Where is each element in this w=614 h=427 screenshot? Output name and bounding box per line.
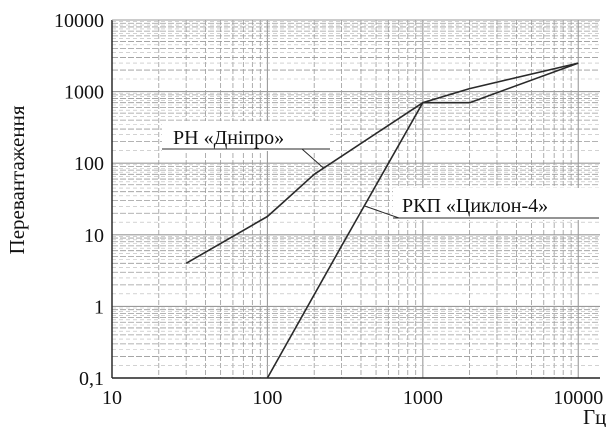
x-tick-label: 10000 xyxy=(553,387,603,409)
annotation-label: РКП «Циклон-4» xyxy=(402,195,548,217)
annotation-label-bg xyxy=(162,121,330,151)
x-axis-label: Гц xyxy=(583,405,606,427)
x-tick-label: 10 xyxy=(102,387,122,409)
series-line-1 xyxy=(185,62,579,264)
grid xyxy=(111,20,600,379)
x-tick-label: 1000 xyxy=(403,387,443,409)
series-lines xyxy=(185,62,579,379)
y-axis-label: Перевантаження xyxy=(5,105,29,254)
y-tick-label: 1 xyxy=(94,296,104,318)
axes xyxy=(111,19,600,379)
y-tick-label: 10 xyxy=(84,225,104,247)
annotation-label-bg xyxy=(393,188,599,220)
annotations: РН «Дніпро» РКП «Циклон-4» xyxy=(162,121,599,220)
y-tick-label: 0,1 xyxy=(79,368,104,390)
y-tick-label: 100 xyxy=(74,153,104,175)
annotation-leader-line xyxy=(364,205,400,219)
annotation-leader-line xyxy=(301,148,324,169)
annotation-label: РН «Дніпро» xyxy=(173,127,284,149)
x-tick-label: 100 xyxy=(252,387,282,409)
y-tick-label: 1000 xyxy=(64,82,104,104)
series-line-2 xyxy=(266,62,579,379)
tick-labels: 10 100 1000 10000 0,1 1 10 100 1000 10000 xyxy=(54,10,603,409)
y-tick-label: 10000 xyxy=(54,10,104,32)
